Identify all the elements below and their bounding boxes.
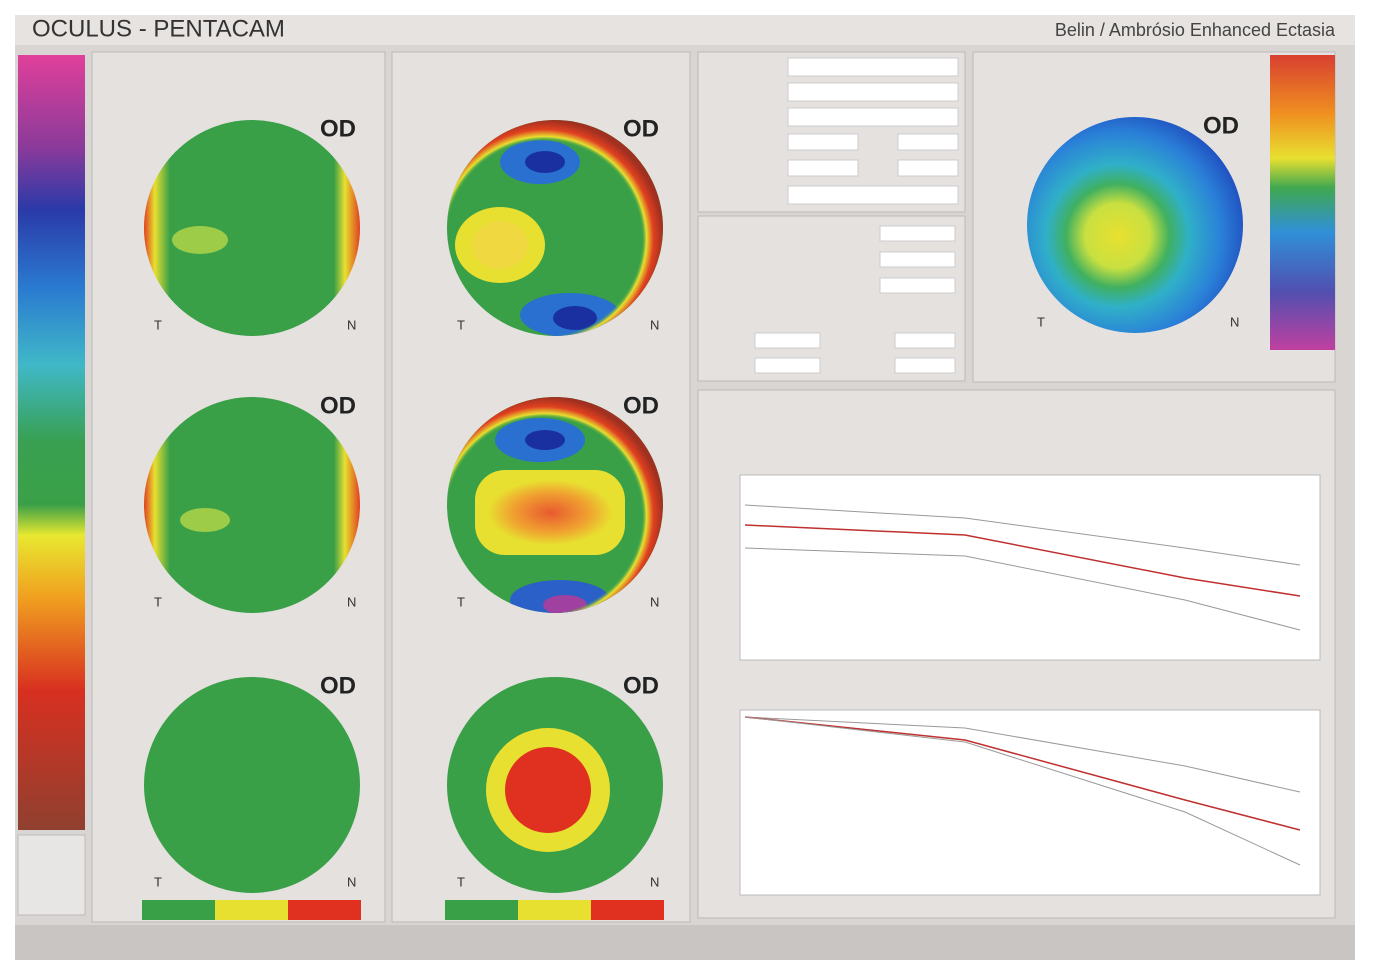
temporal-label: T bbox=[1037, 314, 1045, 329]
temporal-label: T bbox=[457, 317, 465, 332]
eye-label: OD bbox=[320, 392, 356, 419]
color-scale bbox=[18, 55, 85, 830]
nasal-label: N bbox=[347, 874, 356, 889]
nasal-label: N bbox=[347, 594, 356, 609]
eye-label: OD bbox=[1203, 112, 1239, 139]
nasal-label: N bbox=[650, 594, 659, 609]
temporal-label: T bbox=[457, 874, 465, 889]
app-title: OCULUS - PENTACAM bbox=[32, 15, 285, 42]
value-fields bbox=[754, 225, 956, 374]
elevation-map bbox=[144, 120, 360, 336]
temporal-label: T bbox=[154, 874, 162, 889]
elevation-map bbox=[447, 120, 663, 336]
thickness-map bbox=[1027, 117, 1243, 333]
temporal-label: T bbox=[457, 594, 465, 609]
deviation-map bbox=[447, 677, 663, 893]
input-fields bbox=[787, 57, 959, 205]
nasal-label: N bbox=[1230, 314, 1239, 329]
nasal-label: N bbox=[347, 317, 356, 332]
scale-info bbox=[17, 834, 86, 916]
header-bar bbox=[15, 15, 1355, 45]
display-title: Belin / Ambrósio Enhanced Ectasia bbox=[1055, 20, 1336, 40]
measurement-panel bbox=[697, 215, 966, 382]
eye-label: OD bbox=[320, 672, 356, 699]
status-bar bbox=[15, 925, 1355, 960]
nasal-label: N bbox=[650, 317, 659, 332]
graph bbox=[739, 709, 1321, 896]
elevation-map bbox=[144, 397, 360, 613]
eye-label: OD bbox=[320, 115, 356, 142]
legend-bar bbox=[142, 900, 664, 920]
eye-label: OD bbox=[623, 115, 659, 142]
color-scale bbox=[1270, 55, 1335, 350]
nasal-label: N bbox=[650, 874, 659, 889]
eye-label: OD bbox=[623, 392, 659, 419]
deviation-map bbox=[144, 677, 360, 893]
graph bbox=[739, 474, 1321, 661]
patient-panel bbox=[697, 51, 966, 213]
temporal-label: T bbox=[154, 317, 162, 332]
temporal-label: T bbox=[154, 594, 162, 609]
eye-label: OD bbox=[623, 672, 659, 699]
